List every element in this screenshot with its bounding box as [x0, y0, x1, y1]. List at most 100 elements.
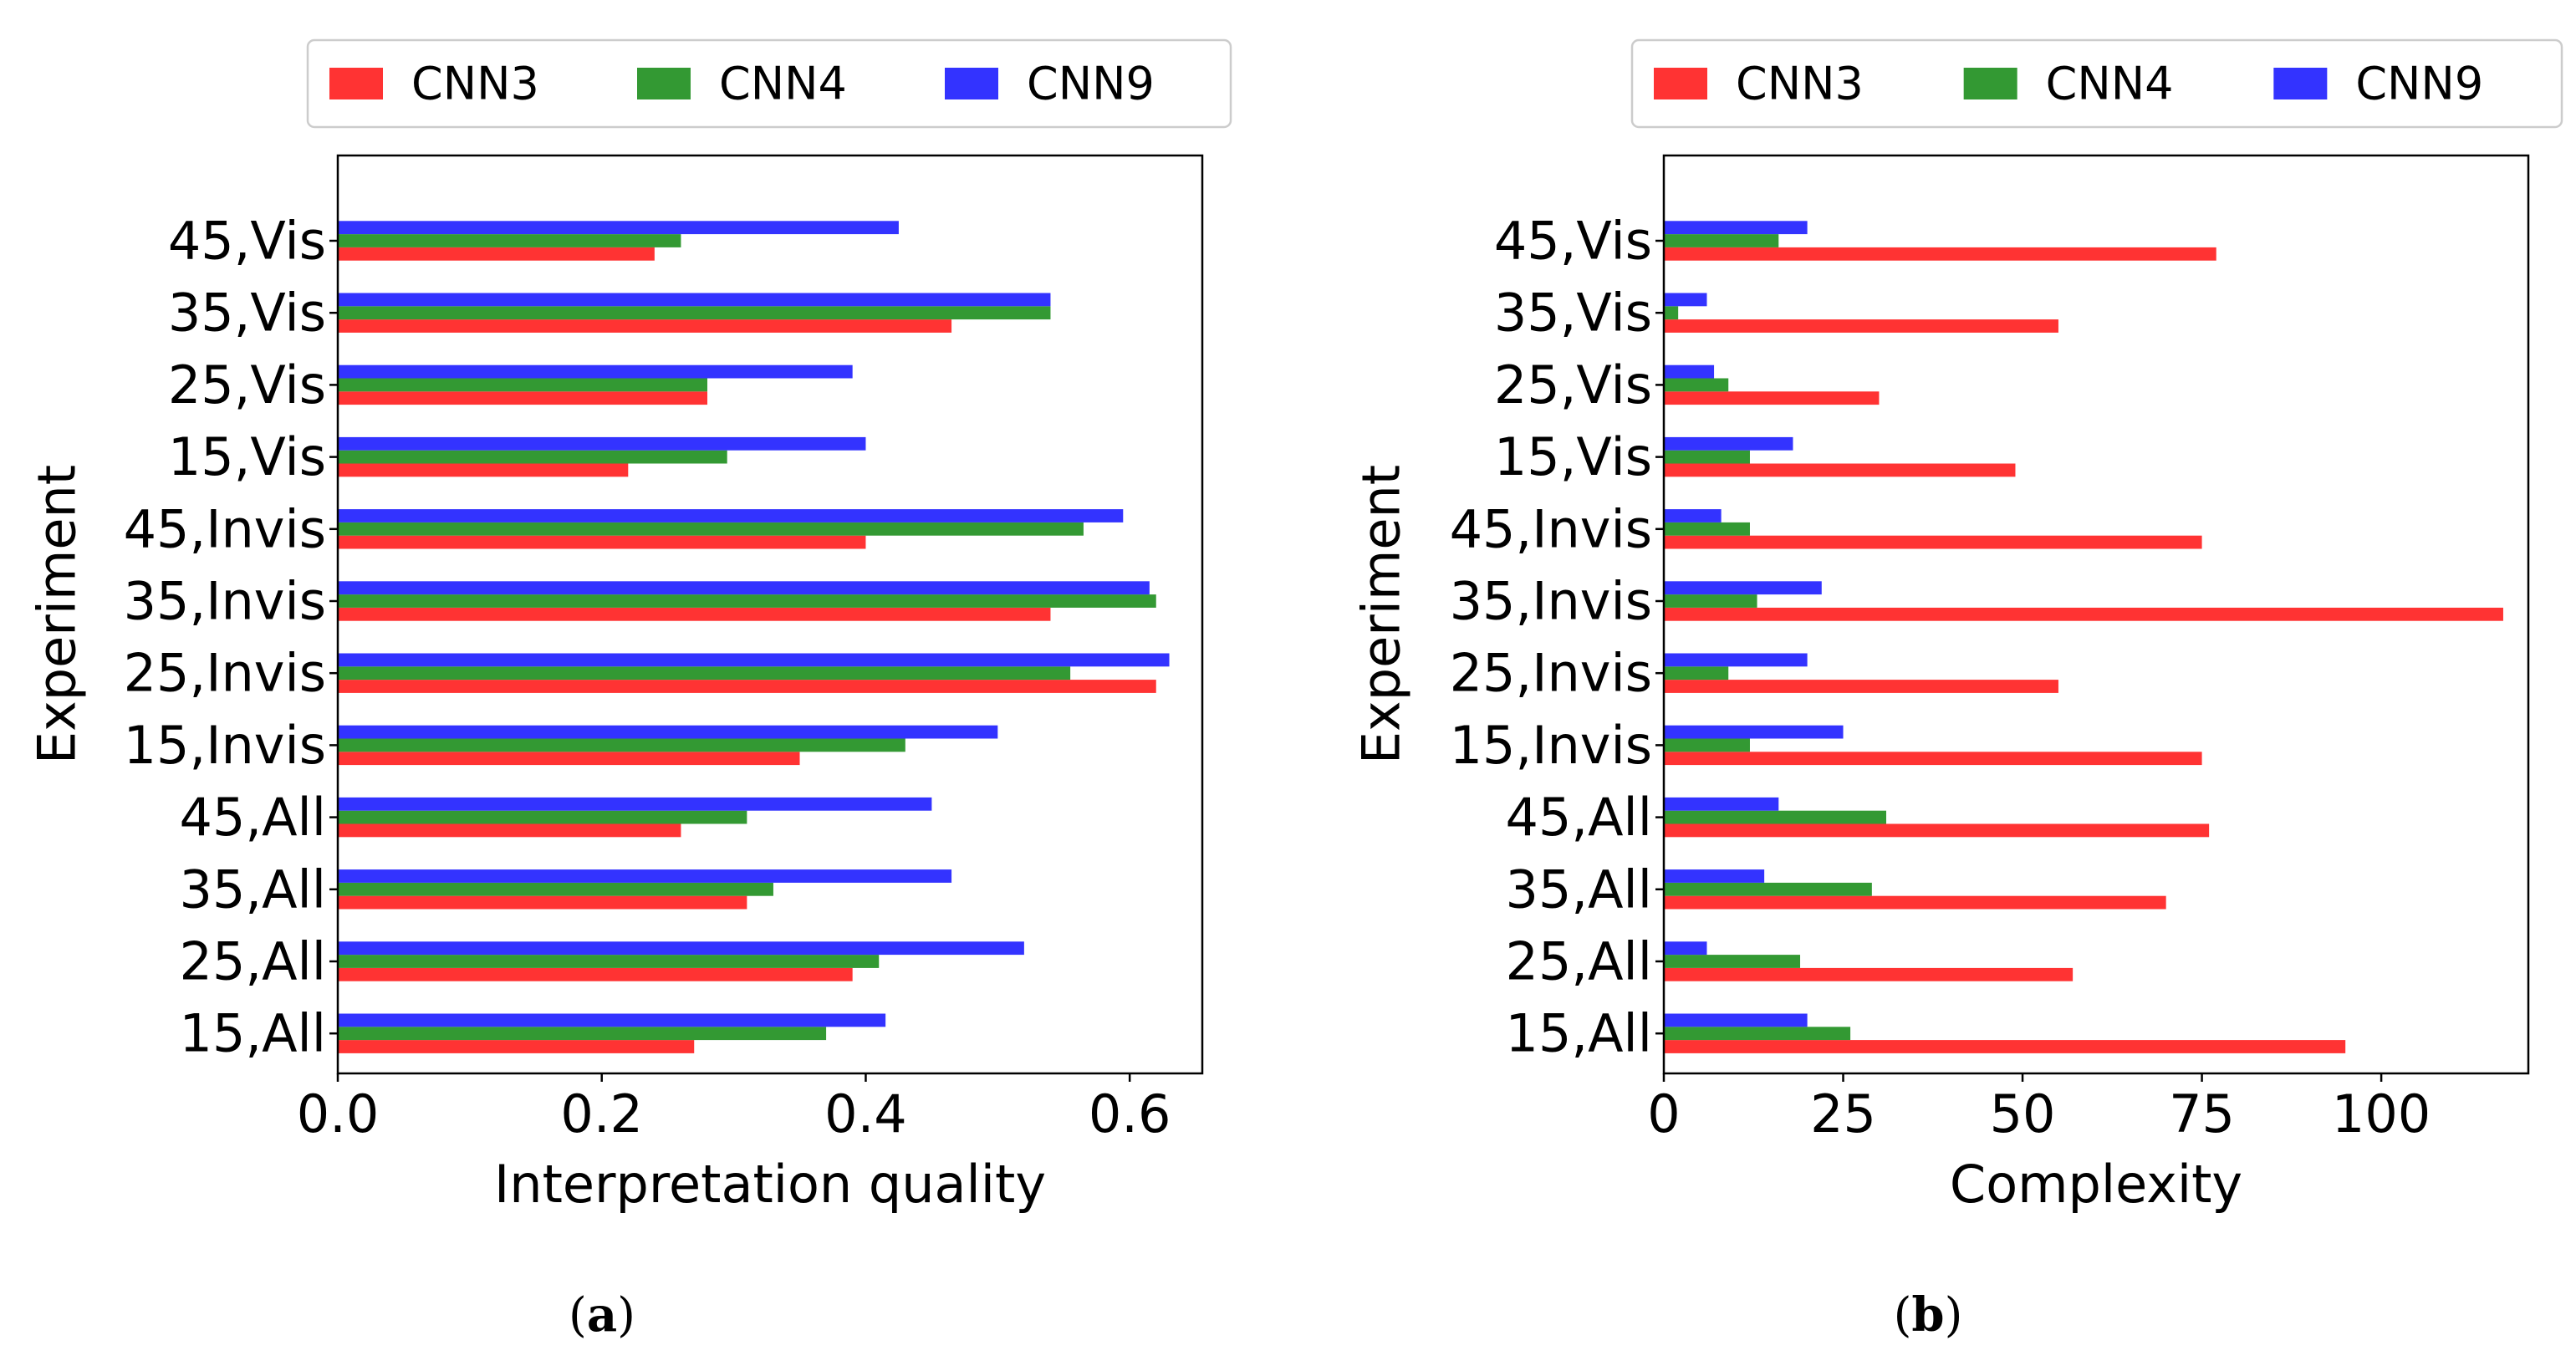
- chart-panel-b: 15,All 25,All 35,All 45,All 15,Invis 25,Invis…: [1351, 38, 2563, 1343]
- bar-cnn4-35-invis: [338, 594, 1156, 608]
- legend-swatch-cnn9: [945, 68, 998, 99]
- bar-cnn3-45-all: [338, 823, 681, 838]
- legend-label-cnn4: CNN4: [719, 58, 847, 110]
- bar-cnn9-15-vis: [1664, 436, 1793, 451]
- bar-cnn9-45-all: [338, 797, 932, 811]
- y-axis-label: Experiment: [1351, 465, 1412, 764]
- y-tick-label: 45,Invis: [124, 498, 326, 559]
- bar-cnn4-25-invis: [338, 666, 1071, 680]
- bar-cnn4-25-all: [1664, 955, 1801, 968]
- bar-cnn9-15-vis: [338, 436, 866, 451]
- bar-cnn3-35-vis: [338, 319, 952, 333]
- y-tick-label: 45,Invis: [1450, 498, 1652, 559]
- bar-cnn3-25-vis: [1664, 391, 1880, 405]
- bar-cnn3-15-invis: [338, 752, 800, 766]
- bar-cnn3-25-all: [1664, 967, 2074, 981]
- bar-cnn3-35-all: [338, 895, 747, 910]
- legend-label-cnn3: CNN3: [1736, 58, 1864, 110]
- legend-label-cnn4: CNN4: [2046, 58, 2174, 110]
- bar-cnn4-25-invis: [1664, 666, 1729, 680]
- x-tick-label: 50: [1990, 1083, 2056, 1144]
- legend-label-cnn3: CNN3: [411, 58, 539, 110]
- bar-cnn9-45-invis: [338, 509, 1124, 522]
- bar-cnn3-35-invis: [338, 607, 1051, 621]
- bar-cnn9-25-all: [338, 941, 1024, 956]
- bar-cnn4-35-vis: [1664, 306, 1679, 320]
- bar-cnn3-15-vis: [1664, 463, 2016, 477]
- bar-cnn3-25-invis: [1664, 680, 2058, 693]
- bar-cnn9-25-all: [1664, 941, 1707, 956]
- bar-cnn3-35-vis: [1664, 319, 2058, 333]
- bar-cnn9-45-vis: [1664, 221, 1808, 235]
- bar-cnn4-15-all: [1664, 1027, 1851, 1041]
- bar-cnn3-15-all: [1664, 1040, 2346, 1053]
- legend-swatch-cnn9: [2273, 68, 2328, 99]
- bar-cnn4-35-all: [1664, 882, 1872, 896]
- x-tick-label: 0.2: [560, 1083, 643, 1144]
- bar-cnn9-25-vis: [1664, 364, 1715, 379]
- legend-box: [306, 38, 1232, 129]
- y-tick-label: 15,Invis: [1450, 715, 1652, 776]
- bar-cnn3-25-vis: [338, 391, 708, 405]
- y-tick-label: 45,All: [1506, 787, 1652, 848]
- bar-cnn4-35-all: [338, 882, 773, 896]
- bar-cnn3-45-all: [1664, 823, 2210, 838]
- y-tick-label: 25,All: [1506, 931, 1652, 992]
- bar-cnn9-35-all: [338, 869, 952, 883]
- bar-cnn3-45-vis: [1664, 247, 2216, 261]
- bar-cnn4-35-vis: [338, 306, 1051, 320]
- y-tick-label: 15,Invis: [124, 715, 326, 776]
- bar-cnn4-35-invis: [1664, 594, 1757, 608]
- bar-cnn4-45-vis: [1664, 234, 1779, 247]
- bar-cnn3-45-invis: [1664, 535, 2202, 549]
- bar-cnn9-15-invis: [338, 725, 998, 739]
- plot-frame: [336, 154, 1204, 1075]
- x-axis-label: Complexity: [1950, 1154, 2242, 1215]
- bar-cnn4-15-vis: [1664, 450, 1750, 464]
- y-tick-label: 35,All: [1506, 859, 1652, 920]
- y-tick-label: 35,Invis: [1450, 571, 1652, 632]
- bar-cnn9-45-vis: [338, 221, 899, 235]
- y-tick-label: 35,Vis: [168, 283, 326, 344]
- y-tick-label: 15,Vis: [1494, 426, 1652, 487]
- bar-cnn3-15-vis: [338, 463, 629, 477]
- bar-cnn9-15-invis: [1664, 725, 1844, 739]
- x-tick-label: 100: [2332, 1083, 2431, 1144]
- y-tick-label: 45,Vis: [1494, 211, 1652, 272]
- bar-cnn4-25-all: [338, 955, 880, 968]
- x-tick-label: 75: [2169, 1083, 2235, 1144]
- y-axis-label: Experiment: [27, 465, 88, 764]
- x-tick-label: 0.6: [1089, 1083, 1171, 1144]
- y-tick-label: 25,All: [180, 931, 326, 992]
- legend-swatch-cnn3: [1654, 68, 1707, 99]
- y-tick-label: 35,Vis: [1494, 283, 1652, 344]
- y-tick-label: 45,All: [180, 787, 326, 848]
- y-tick-label: 25,Vis: [1494, 354, 1652, 415]
- y-tick-label: 25,Invis: [1450, 643, 1652, 704]
- legend-label-cnn9: CNN9: [2355, 58, 2483, 110]
- bar-cnn4-15-invis: [1664, 738, 1750, 752]
- bar-cnn9-35-invis: [338, 581, 1150, 595]
- bar-cnn9-35-vis: [338, 293, 1051, 307]
- bar-cnn3-15-all: [338, 1040, 695, 1053]
- x-tick-label: 0.4: [824, 1083, 907, 1144]
- bar-cnn3-35-invis: [1664, 607, 2503, 621]
- bar-cnn4-45-vis: [338, 234, 681, 247]
- y-tick-label: 25,Invis: [124, 643, 326, 704]
- bar-cnn9-35-invis: [1664, 581, 1822, 595]
- bar-cnn4-45-invis: [1664, 522, 1750, 536]
- bar-cnn4-45-all: [1664, 810, 1887, 824]
- bar-cnn4-25-vis: [1664, 378, 1729, 392]
- bar-cnn4-15-invis: [338, 738, 905, 752]
- y-tick-label: 15,All: [1506, 1003, 1652, 1064]
- bar-cnn9-15-all: [338, 1013, 886, 1027]
- legend-swatch-cnn4: [1963, 68, 2017, 99]
- y-tick-label: 35,All: [180, 859, 326, 920]
- x-tick-label: 0.0: [297, 1083, 380, 1144]
- bar-cnn9-35-vis: [1664, 293, 1707, 307]
- bar-cnn9-35-all: [1664, 869, 1765, 883]
- chart-panel-a: 15,All 25,All 35,All 45,All 15,Invis 25,Invis…: [27, 38, 1232, 1343]
- x-axis-label: Interpretation quality: [494, 1154, 1046, 1215]
- x-tick-label: 25: [1810, 1083, 1876, 1144]
